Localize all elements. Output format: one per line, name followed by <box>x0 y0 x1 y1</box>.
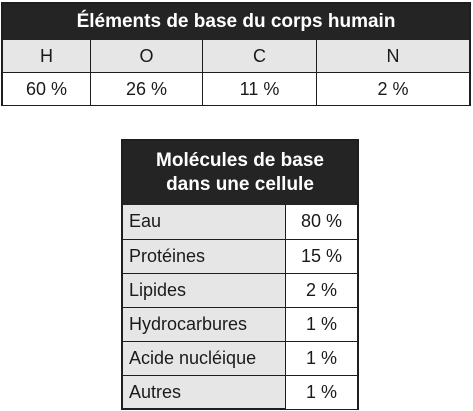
table-row: Hydrocarbures 1 % <box>123 307 357 341</box>
molecules-table: Molécules de base dans une cellule Eau 8… <box>121 139 359 410</box>
molecule-value-lipides: 2 % <box>286 274 357 307</box>
molecule-name-hydrocarbures: Hydrocarbures <box>123 308 286 341</box>
molecule-name-eau: Eau <box>123 205 286 239</box>
molecule-value-autres: 1 % <box>286 376 357 409</box>
molecule-value-hydrocarbures: 1 % <box>286 308 357 341</box>
molecule-name-proteines: Protéines <box>123 240 286 273</box>
molecule-value-eau: 80 % <box>286 205 357 239</box>
molecule-name-lipides: Lipides <box>123 274 286 307</box>
elements-header-row: H O C N <box>3 40 469 73</box>
molecule-value-proteines: 15 % <box>286 240 357 273</box>
molecules-title-line-2: dans une cellule <box>166 174 314 195</box>
table-row: Acide nucléique 1 % <box>123 341 357 375</box>
element-value-h: 60 % <box>3 73 91 105</box>
element-value-c: 11 % <box>203 73 317 105</box>
element-header-h: H <box>3 40 91 72</box>
element-header-c: C <box>203 40 317 72</box>
element-header-o: O <box>91 40 203 72</box>
table-row: Lipides 2 % <box>123 273 357 307</box>
table-row: Eau 80 % <box>123 205 357 239</box>
elements-table-title: Éléments de base du corps humain <box>3 4 469 40</box>
molecules-table-body: Eau 80 % Protéines 15 % Lipides 2 % Hydr… <box>123 205 357 409</box>
molecules-table-title: Molécules de base dans une cellule <box>123 141 357 205</box>
molecule-value-acide-nucleique: 1 % <box>286 342 357 375</box>
elements-values-row: 60 % 26 % 11 % 2 % <box>3 73 469 105</box>
molecules-title-line-1: Molécules de base <box>156 150 324 171</box>
element-value-o: 26 % <box>91 73 203 105</box>
element-header-n: N <box>386 46 400 66</box>
elements-table: Éléments de base du corps humain H O C N… <box>1 2 471 106</box>
table-row: Autres 1 % <box>123 375 357 409</box>
molecule-name-acide-nucleique: Acide nucléique <box>123 342 286 375</box>
element-value-n: 2 % <box>377 79 409 99</box>
molecule-name-autres: Autres <box>123 376 286 409</box>
table-row: Protéines 15 % <box>123 239 357 273</box>
